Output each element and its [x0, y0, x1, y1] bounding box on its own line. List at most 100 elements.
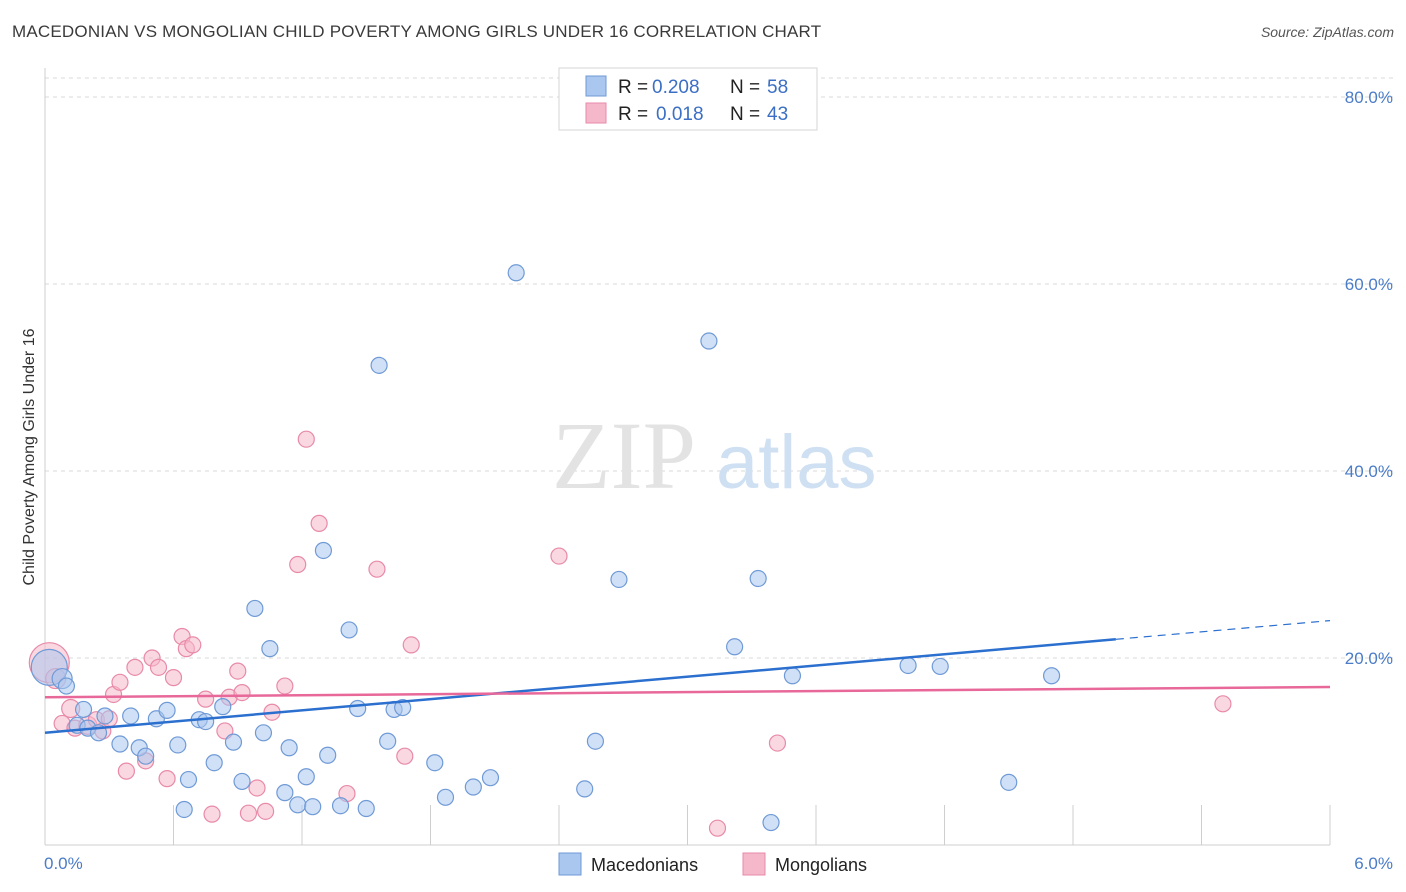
source-label: Source: ZipAtlas.com	[1260, 24, 1394, 40]
macedonian-point-47	[586, 732, 605, 750]
macedonian-point-25	[261, 640, 279, 658]
mongolian-point-16	[158, 770, 176, 788]
macedonian-point-42	[436, 788, 455, 806]
macedonian-point-23	[246, 599, 264, 618]
mongolian-point-12	[126, 658, 144, 676]
macedonian-point-9	[122, 707, 140, 725]
macedonian-point-33	[331, 797, 350, 815]
macedonian-point-19	[205, 754, 223, 772]
mongolian-point-27	[239, 804, 258, 822]
macedonian-point-13	[158, 701, 176, 719]
mongolian-point-28	[248, 779, 266, 797]
macedonian-point-22	[233, 772, 251, 791]
macedonian-point-37	[370, 356, 388, 374]
mongolian-point-29	[256, 802, 275, 820]
macedonian-point-50	[726, 638, 744, 656]
macedonian-point-26	[276, 784, 294, 802]
macedonian-point-15	[175, 800, 193, 819]
mongolian-point-31	[276, 677, 294, 695]
macedonian-point-14	[169, 736, 187, 754]
legend-n-label-1: N =	[730, 77, 760, 98]
macedonian-point-49	[700, 332, 718, 350]
tick-labels: 20.0% 40.0% 60.0% 80.0% 0.0% 6.0%	[44, 88, 1393, 873]
macedonian-point-38	[379, 732, 397, 750]
mongolian-point-39	[550, 547, 568, 565]
macedonian-point-27	[280, 739, 298, 757]
mongolian-point-36	[368, 560, 386, 578]
legend-swatch-macedonians	[585, 75, 607, 97]
mongolian-point-26	[233, 683, 251, 702]
legend-r-value-1: 0.208	[652, 77, 700, 98]
legend: R = 0.208 N = 58 R = 0.018 N = 43	[558, 67, 818, 131]
macedonian-point-30	[304, 798, 322, 816]
mongolian-trend-line	[44, 685, 1331, 699]
mongolian-point-22	[203, 805, 221, 823]
macedonian-point-48	[610, 570, 628, 589]
legend-r-label-1: R =	[618, 77, 648, 98]
bottom-legend-mongolians: Mongolians	[775, 855, 867, 875]
macedonian-point-53	[783, 667, 802, 685]
macedonian-trend-line	[44, 638, 1116, 735]
macedonian-point-54	[899, 656, 917, 675]
watermark-atlas: atlas	[716, 420, 877, 505]
macedonian-point-57	[1042, 667, 1061, 685]
mongolian-point-21	[197, 690, 215, 708]
data-points	[28, 264, 1232, 837]
macedonian-point-20	[214, 698, 232, 716]
watermark-zip: ZIP	[552, 402, 696, 509]
y-tick-label-0: 20.0%	[1345, 649, 1393, 668]
y-tick-label-1: 40.0%	[1345, 462, 1393, 481]
macedonian-point-34	[340, 621, 358, 639]
macedonian-point-36	[357, 799, 375, 818]
mongolian-point-20	[184, 636, 202, 654]
macedonian-point-46	[576, 780, 594, 798]
macedonian-point-56	[1000, 773, 1018, 791]
macedonian-point-11	[137, 747, 155, 765]
macedonian-point-7	[96, 707, 114, 725]
mongolian-point-33	[297, 430, 315, 448]
macedonian-point-40	[394, 698, 412, 717]
macedonian-point-32	[319, 746, 337, 764]
x-tick-label-1: 6.0%	[1354, 854, 1393, 873]
macedonian-point-28	[289, 796, 307, 814]
macedonian-point-24	[254, 724, 273, 742]
bottom-legend-macedonians: Macedonians	[591, 855, 698, 875]
mongolian-point-11	[117, 762, 135, 780]
mongolian-point-17	[164, 669, 183, 687]
mongolian-point-25	[229, 662, 247, 680]
macedonian-point-35	[349, 699, 367, 718]
macedonian-point-44	[481, 769, 500, 787]
mongolian-point-15	[149, 658, 168, 676]
macedonian-trend-extension	[1115, 620, 1331, 640]
macedonian-point-41	[426, 754, 444, 772]
bottom-legend: Macedonians Mongolians	[558, 852, 867, 876]
legend-n-value-1: 58	[767, 77, 788, 98]
zipatlas-watermark: ZIP atlas	[552, 402, 877, 509]
macedonian-point-51	[749, 569, 767, 588]
chart-title: MACEDONIAN VS MONGOLIAN CHILD POVERTY AM…	[12, 22, 822, 41]
macedonian-point-52	[762, 813, 780, 832]
macedonian-point-31	[314, 541, 333, 560]
legend-n-label-2: N =	[730, 104, 760, 125]
mongolian-point-41	[768, 734, 787, 752]
y-tick-label-3: 80.0%	[1345, 88, 1393, 107]
grid-lines	[45, 77, 1395, 659]
legend-r-label-2: R =	[618, 104, 648, 125]
legend-r-value-2: 0.018	[656, 104, 704, 125]
y-tick-label-2: 60.0%	[1345, 275, 1393, 294]
macedonian-point-8	[111, 735, 129, 753]
mongolian-point-10	[111, 673, 129, 691]
mongolian-point-40	[708, 819, 727, 837]
macedonian-point-2	[57, 677, 76, 695]
mongolian-point-34	[310, 514, 328, 532]
macedonian-point-43	[464, 778, 482, 796]
macedonian-point-18	[197, 712, 215, 731]
mongolian-point-42	[1214, 695, 1232, 713]
x-tick-label-0: 0.0%	[44, 854, 83, 873]
trend-lines	[44, 620, 1331, 735]
legend-n-value-2: 43	[767, 104, 788, 125]
bottom-legend-swatch-mongolians	[742, 852, 766, 876]
axes	[44, 68, 1331, 846]
mongolian-point-38	[402, 636, 420, 654]
macedonian-point-29	[297, 768, 315, 786]
